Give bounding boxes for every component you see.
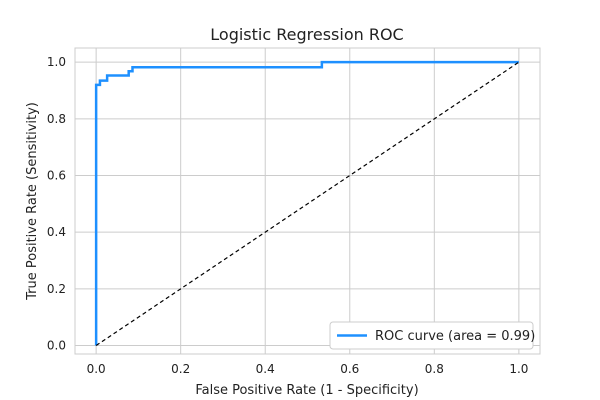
roc-curve-line [94, 60, 519, 346]
y-tick-label: 0.2 [47, 282, 66, 296]
x-tick-label: 0.0 [87, 362, 106, 376]
x-tick-label: 0.4 [256, 362, 275, 376]
y-tick-label: 0.6 [47, 169, 66, 183]
x-tick-label: 0.2 [171, 362, 190, 376]
x-tick-label: 1.0 [509, 362, 528, 376]
chance-diagonal-line [95, 61, 520, 346]
y-tick-label: 0.4 [47, 225, 66, 239]
grid [75, 48, 540, 354]
legend-label-roc: ROC curve (area = 0.99) [375, 329, 535, 344]
legend-box [329, 321, 534, 350]
y-tick-label: 1.0 [47, 55, 66, 69]
y-axis-label: True Positive Rate (Sensitivity) [25, 102, 40, 301]
y-tick-label: 0.0 [47, 339, 66, 353]
legend: ROC curve (area = 0.99) [329, 321, 535, 350]
chart-title: Logistic Regression ROC [210, 25, 403, 44]
x-axis-label: False Positive Rate (1 - Specificity) [195, 383, 418, 398]
ticks: 0.0 0.2 0.4 0.6 0.8 1.0 0.0 0.2 0.4 0.6 0.8 1.0 [47, 55, 529, 376]
y-tick-label: 0.8 [47, 112, 66, 126]
plot-frame [74, 47, 541, 355]
series [94, 60, 520, 346]
x-tick-label: 0.8 [425, 362, 444, 376]
x-tick-label: 0.6 [340, 362, 359, 376]
